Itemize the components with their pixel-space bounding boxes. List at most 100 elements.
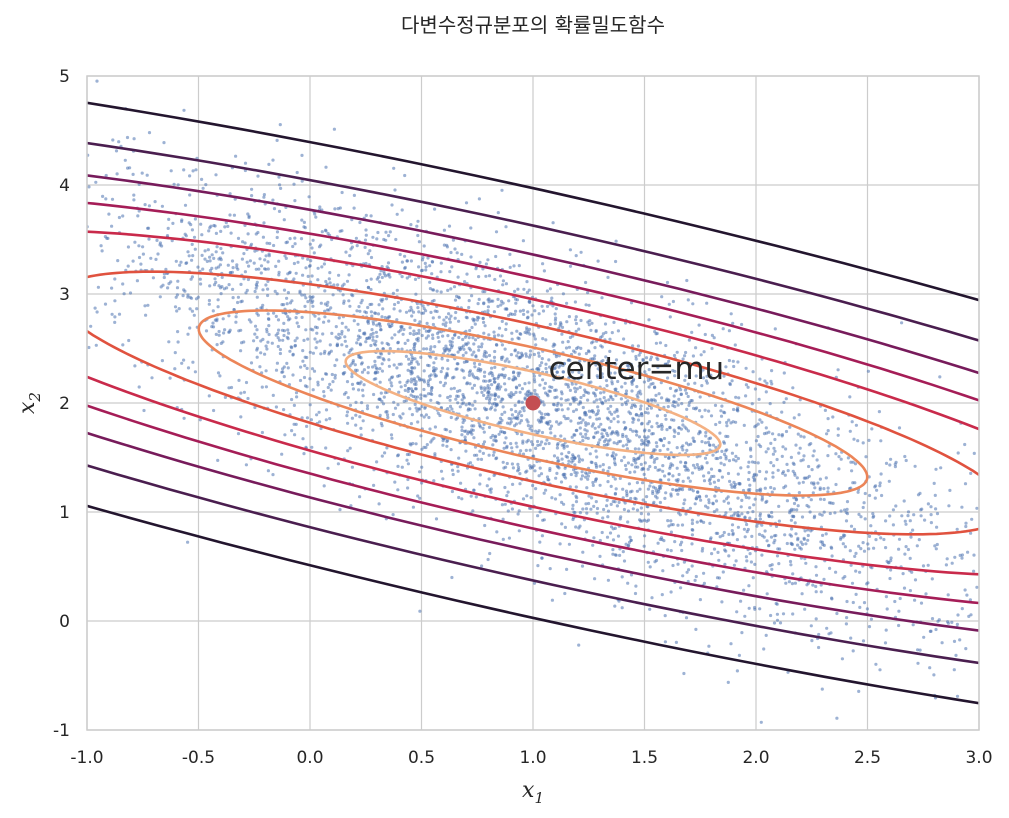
- scatter-point: [380, 341, 384, 345]
- scatter-point: [765, 381, 769, 385]
- scatter-point: [489, 490, 493, 494]
- scatter-point: [294, 316, 298, 320]
- scatter-point: [377, 502, 381, 506]
- scatter-point: [417, 328, 421, 332]
- scatter-point: [518, 332, 522, 336]
- scatter-point: [654, 441, 659, 445]
- scatter-point: [215, 343, 219, 347]
- scatter-point: [618, 439, 623, 443]
- scatter-point: [193, 247, 197, 251]
- scatter-point: [434, 356, 438, 360]
- scatter-point: [463, 418, 467, 422]
- scatter-point: [528, 448, 532, 452]
- scatter-point: [552, 366, 557, 371]
- scatter-point: [825, 432, 829, 436]
- scatter-point: [879, 536, 883, 540]
- scatter-point: [628, 427, 633, 432]
- scatter-point: [473, 338, 478, 342]
- scatter-point: [574, 485, 578, 489]
- scatter-point: [605, 359, 610, 363]
- scatter-point: [720, 600, 724, 604]
- scatter-point: [559, 403, 563, 407]
- contour-line-5: [87, 201, 979, 605]
- scatter-point: [528, 427, 532, 431]
- scatter-point: [413, 348, 417, 352]
- scatter-point: [777, 433, 781, 437]
- scatter-point: [450, 340, 454, 344]
- scatter-point: [633, 447, 638, 451]
- scatter-point: [137, 385, 141, 389]
- scatter-point: [501, 279, 505, 283]
- scatter-point: [717, 558, 721, 562]
- scatter-point: [382, 395, 386, 399]
- scatter-point: [457, 319, 461, 323]
- scatter-point: [655, 331, 659, 336]
- scatter-point: [724, 365, 728, 369]
- scatter-point: [861, 541, 865, 545]
- scatter-point: [543, 442, 548, 446]
- scatter-point: [182, 416, 186, 420]
- scatter-point: [335, 343, 339, 347]
- scatter-point: [75, 247, 78, 250]
- scatter-point: [684, 465, 688, 469]
- scatter-point: [195, 307, 199, 311]
- scatter-point: [944, 563, 949, 567]
- scatter-point: [275, 235, 279, 240]
- scatter-point: [651, 432, 655, 436]
- scatter-point: [416, 420, 420, 424]
- scatter-point: [854, 551, 858, 556]
- scatter-point: [186, 540, 190, 544]
- scatter-point: [658, 478, 662, 482]
- scatter-point: [311, 351, 315, 355]
- scatter-point: [744, 495, 748, 499]
- scatter-point: [276, 331, 280, 335]
- scatter-point: [621, 550, 625, 554]
- scatter-point: [362, 383, 366, 387]
- y-tick-label: -1: [53, 721, 70, 741]
- scatter-point: [343, 339, 347, 343]
- scatter-point: [758, 514, 762, 518]
- scatter-point: [293, 199, 297, 203]
- scatter-point: [503, 347, 507, 351]
- scatter-point: [516, 287, 520, 291]
- x-tick-label: 2.5: [854, 748, 881, 768]
- scatter-point: [854, 423, 859, 427]
- scatter-point: [845, 599, 849, 604]
- scatter-point: [697, 323, 701, 327]
- scatter-point: [419, 413, 424, 417]
- scatter-point: [169, 169, 173, 173]
- scatter-point: [897, 623, 901, 628]
- scatter-point: [350, 465, 354, 469]
- scatter-point: [902, 499, 906, 503]
- scatter-point: [814, 565, 818, 569]
- scatter-point: [379, 352, 384, 356]
- scatter-point: [99, 244, 103, 248]
- scatter-point: [367, 336, 371, 340]
- scatter-point: [596, 405, 600, 409]
- scatter-point: [583, 428, 587, 432]
- scatter-point: [981, 588, 984, 591]
- scatter-point: [572, 468, 576, 472]
- scatter-point: [380, 265, 384, 269]
- scatter-point: [613, 477, 617, 481]
- scatter-point: [347, 299, 351, 303]
- scatter-point: [214, 250, 218, 254]
- scatter-point: [935, 511, 940, 516]
- scatter-point: [409, 259, 413, 263]
- scatter-point: [516, 512, 520, 516]
- scatter-point: [514, 409, 518, 414]
- scatter-point: [304, 296, 308, 300]
- scatter-point: [874, 538, 878, 542]
- scatter-point: [672, 394, 676, 398]
- scatter-point: [639, 462, 643, 466]
- scatter-point: [431, 336, 435, 340]
- scatter-point: [824, 532, 828, 536]
- scatter-point: [205, 259, 209, 263]
- scatter-point: [236, 432, 241, 436]
- scatter-point: [856, 439, 860, 443]
- scatter-point: [566, 340, 570, 344]
- scatter-point: [504, 465, 508, 469]
- scatter-point: [789, 509, 793, 513]
- scatter-point: [532, 374, 537, 378]
- scatter-point: [928, 666, 932, 670]
